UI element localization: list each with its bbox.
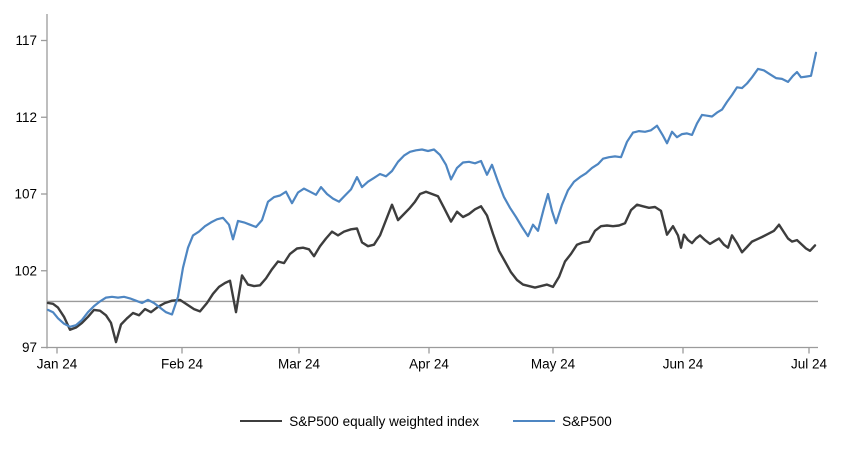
equal-weight-series-line bbox=[46, 190, 817, 344]
y-axis-tick-label: 112 bbox=[15, 110, 37, 125]
x-axis-tick-label: Jun 24 bbox=[663, 357, 704, 372]
y-axis-tick-label: 102 bbox=[14, 263, 37, 278]
y-axis-tick-label: 117 bbox=[15, 33, 37, 48]
sp500-line-swatch bbox=[513, 420, 556, 422]
x-axis-tick-label: Mar 24 bbox=[278, 357, 321, 372]
x-axis-tick-label: May 24 bbox=[531, 357, 576, 372]
y-axis-tick-label: 107 bbox=[14, 187, 37, 202]
equal-weight-line-swatch bbox=[240, 420, 283, 422]
x-axis-tick-label: Apr 24 bbox=[409, 357, 449, 372]
legend-item-sp500: S&P500 bbox=[513, 414, 612, 429]
x-axis-tick-label: Feb 24 bbox=[161, 357, 204, 372]
x-axis-tick-label: Jul 24 bbox=[791, 357, 828, 372]
chart-legend: S&P500 equally weighted index S&P500 bbox=[0, 408, 852, 434]
y-axis-tick-label: 97 bbox=[22, 340, 37, 355]
sp500-series-line bbox=[46, 51, 818, 328]
x-axis-tick-label: Jan 24 bbox=[37, 357, 78, 372]
legend-label-sp500: S&P500 bbox=[562, 413, 612, 429]
legend-item-equal-weight: S&P500 equally weighted index bbox=[240, 414, 479, 429]
legend-label-equal-weight: S&P500 equally weighted index bbox=[289, 413, 480, 429]
